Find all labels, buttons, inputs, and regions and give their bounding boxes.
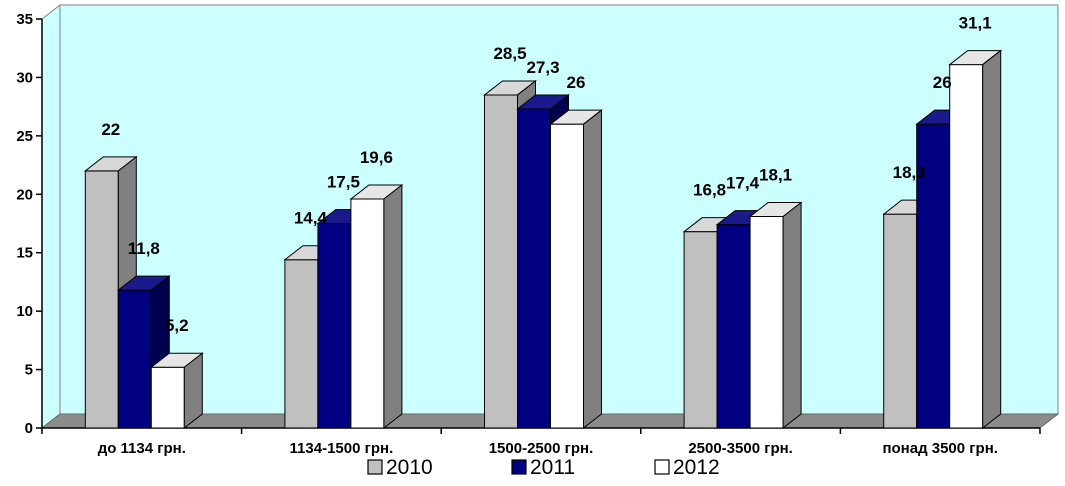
data-label: 18,1 [759, 165, 792, 184]
x-category-label: 1500-2500 грн. [489, 440, 594, 457]
bar-2012-side [383, 183, 403, 430]
bar-2010-front [683, 231, 718, 429]
bar-2010-front [84, 170, 119, 429]
bar-2010-front [883, 213, 918, 429]
legend-swatch-2012 [654, 459, 670, 475]
legend-swatch-2010 [367, 459, 383, 475]
data-label: 5,2 [165, 316, 189, 335]
bar-2012-front [150, 366, 185, 429]
bar-2012-front [949, 64, 984, 429]
bar-2010-front [484, 94, 518, 429]
bar-2012-side [183, 352, 203, 430]
data-label: 31,1 [959, 14, 992, 33]
y-tick-label: 30 [16, 69, 33, 86]
data-label: 19,6 [360, 148, 393, 167]
data-label: 17,5 [327, 173, 360, 192]
bar-2012-side [583, 109, 602, 430]
x-category-label: понад 3500 грн. [882, 440, 998, 457]
data-label: 18,3 [893, 163, 926, 182]
y-tick-label: 35 [16, 11, 33, 28]
bar-2012-front [350, 198, 385, 429]
data-label: 22 [101, 120, 120, 139]
legend-label: 2010 [386, 456, 433, 479]
y-tick-label: 15 [16, 245, 33, 262]
legend-label: 2012 [673, 456, 720, 479]
y-tick-label: 5 [25, 362, 33, 379]
bar-2012-side [782, 201, 802, 430]
bar-2012-side [982, 49, 1002, 430]
legend-swatch-2011 [511, 459, 527, 475]
y-tick-label: 10 [16, 303, 33, 320]
legend-label: 2011 [530, 456, 575, 479]
data-label: 11,8 [128, 239, 160, 258]
data-label: 14,4 [294, 209, 328, 228]
plot-side-wall [41, 3, 61, 430]
bar-2011-front [916, 123, 951, 429]
bar-2011-front [517, 108, 551, 429]
x-category-label: 1134-1500 грн. [290, 440, 394, 457]
data-label: 27,3 [526, 58, 559, 77]
bar-2011-front [117, 289, 152, 429]
data-label: 26 [567, 73, 586, 92]
bar-2012-front [550, 123, 584, 429]
data-label: 26 [933, 73, 952, 92]
data-label: 28,5 [493, 44, 526, 63]
bar-2010-front [284, 259, 319, 429]
data-label: 16,8 [693, 181, 726, 200]
y-tick-label: 25 [16, 128, 33, 145]
data-label: 17,4 [726, 174, 760, 193]
bar-2011-front [317, 223, 352, 429]
x-category-label: до 1134 грн. [98, 440, 186, 457]
x-category-label: 2500-3500 грн. [688, 440, 793, 457]
y-tick-label: 0 [25, 420, 33, 437]
y-tick-label: 20 [16, 186, 33, 203]
bar-2011-front [716, 224, 751, 429]
bar-2012-front [749, 215, 784, 429]
